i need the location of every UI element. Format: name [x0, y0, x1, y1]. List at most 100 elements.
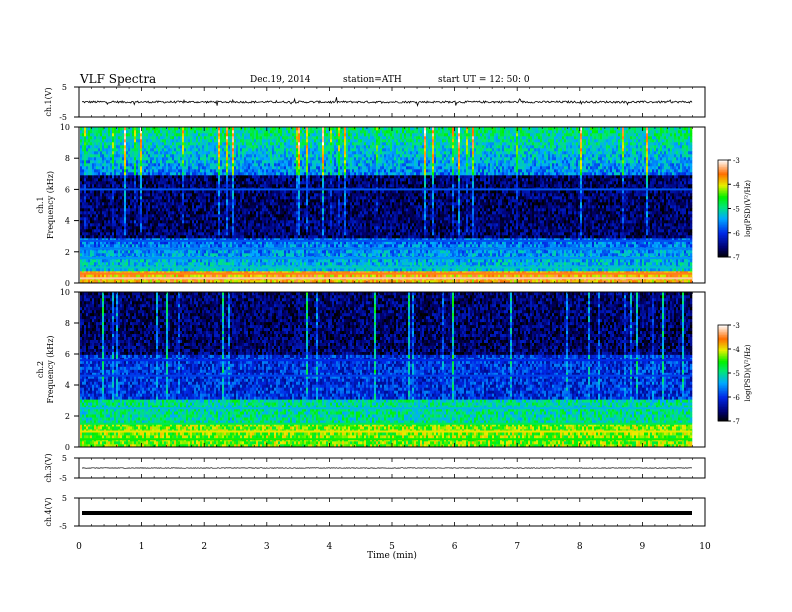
- spectrogram-cell: [204, 199, 207, 203]
- spectrogram-cell: [160, 175, 163, 179]
- spectrogram-cell: [222, 139, 225, 143]
- spectrogram-cell: [168, 163, 171, 167]
- spectrogram-cell: [230, 220, 233, 224]
- spectrogram-cell: [148, 223, 151, 227]
- spectrogram-cell: [84, 241, 87, 245]
- spectrogram-cell: [114, 253, 117, 257]
- spectrogram-cell: [182, 280, 185, 284]
- spectrogram-cell: [160, 136, 163, 140]
- spectrogram-cell: [214, 142, 217, 146]
- spectrogram-cell: [154, 133, 157, 137]
- spectrogram-cell: [124, 169, 127, 173]
- spectrogram-cell: [110, 169, 113, 173]
- spectrogram-cell: [118, 202, 121, 206]
- spectrogram-cell: [146, 142, 149, 146]
- spectrogram-cell: [98, 202, 101, 206]
- spectrogram-cell: [248, 178, 251, 182]
- spectrogram-cell: [240, 127, 243, 131]
- spectrogram-cell: [236, 145, 239, 149]
- spectrogram-cell: [122, 205, 125, 209]
- spectrogram-cell: [106, 235, 109, 239]
- spectrogram-cell: [114, 244, 117, 248]
- spectrogram-cell: [210, 151, 213, 155]
- spectrogram-cell: [110, 196, 113, 200]
- spectrogram-cell: [226, 193, 229, 197]
- spectrogram-cell: [202, 169, 205, 173]
- spectrogram-cell: [108, 154, 111, 158]
- spectrogram-cell: [130, 127, 133, 131]
- spectrogram-cell: [202, 253, 205, 257]
- spectrogram-cell: [202, 175, 205, 179]
- spectrogram-cell: [216, 262, 219, 266]
- spectrogram-cell: [240, 151, 243, 155]
- spectrogram-cell: [144, 223, 147, 227]
- spectrogram-cell: [186, 214, 189, 218]
- ch1-waveform-ytick-label: -5: [59, 113, 67, 122]
- spectrogram-cell: [204, 163, 207, 167]
- spectrogram-cell: [154, 244, 157, 248]
- spectrogram-cell: [144, 259, 147, 263]
- spectrogram-cell: [198, 268, 201, 272]
- spectrogram-cell: [160, 235, 163, 239]
- spectrogram-cell: [116, 190, 119, 194]
- spectrogram-cell: [222, 193, 225, 197]
- spectrogram-cell: [142, 127, 145, 131]
- spectrogram-cell: [196, 178, 199, 182]
- spectrogram-cell: [158, 130, 161, 134]
- spectrogram-cell: [178, 190, 181, 194]
- spectrogram-cell: [116, 220, 119, 224]
- spectrogram-cell: [110, 127, 113, 131]
- spectrogram-cell: [106, 253, 109, 257]
- spectrogram-cell: [142, 157, 145, 161]
- spectrogram-cell: [216, 184, 219, 188]
- spectrogram-cell: [208, 145, 211, 149]
- spectrogram-cell: [80, 262, 83, 266]
- spectrogram-cell: [154, 193, 157, 197]
- spectrogram-cell: [250, 208, 253, 212]
- spectrogram-cell: [248, 268, 251, 272]
- spectrogram-cell: [98, 199, 101, 203]
- spectrogram-cell: [200, 238, 203, 242]
- spectrogram-cell: [80, 280, 83, 284]
- spectrogram-cell: [152, 163, 155, 167]
- spectrogram-cell: [184, 214, 187, 218]
- spectrogram-cell: [154, 154, 157, 158]
- spectrogram-cell: [174, 175, 177, 179]
- spectrogram-cell: [180, 229, 183, 233]
- spectrogram-cell: [256, 274, 259, 278]
- spectrogram-cell: [246, 172, 249, 176]
- spectrogram-cell: [92, 193, 95, 197]
- spectrogram-cell: [204, 175, 207, 179]
- spectrogram-cell: [182, 193, 185, 197]
- spectrogram-cell: [114, 214, 117, 218]
- spectrogram-cell: [164, 172, 167, 176]
- spectrogram-cell: [184, 217, 187, 221]
- spectrogram-cell: [102, 181, 105, 185]
- spectrogram-cell: [112, 223, 115, 227]
- spectrogram-cell: [108, 145, 111, 149]
- spectrogram-cell: [228, 244, 231, 248]
- spectrogram-cell: [128, 217, 131, 221]
- spectrogram-cell: [90, 169, 93, 173]
- spectrogram-cell: [188, 196, 191, 200]
- spectrogram-cell: [138, 253, 141, 257]
- spectrogram-cell: [168, 130, 171, 134]
- spectrogram-cell: [168, 223, 171, 227]
- spectrogram-cell: [200, 211, 203, 215]
- spectrogram-cell: [174, 253, 177, 257]
- spectrogram-cell: [140, 127, 143, 131]
- spectrogram-cell: [86, 223, 89, 227]
- spectrogram-cell: [108, 136, 111, 140]
- spectrogram-cell: [118, 214, 121, 218]
- spectrogram-cell: [164, 163, 167, 167]
- spectrogram-cell: [182, 142, 185, 146]
- spectrogram-cell: [122, 172, 125, 176]
- spectrogram-cell: [176, 154, 179, 158]
- spectrogram-cell: [226, 166, 229, 170]
- spectrogram-cell: [186, 151, 189, 155]
- spectrogram-cell: [212, 250, 215, 254]
- spectrogram-cell: [118, 199, 121, 203]
- ch4-waveform-ylabel: ch.4(V): [44, 497, 53, 526]
- spectrogram-cell: [88, 241, 91, 245]
- spectrogram-cell: [252, 268, 255, 272]
